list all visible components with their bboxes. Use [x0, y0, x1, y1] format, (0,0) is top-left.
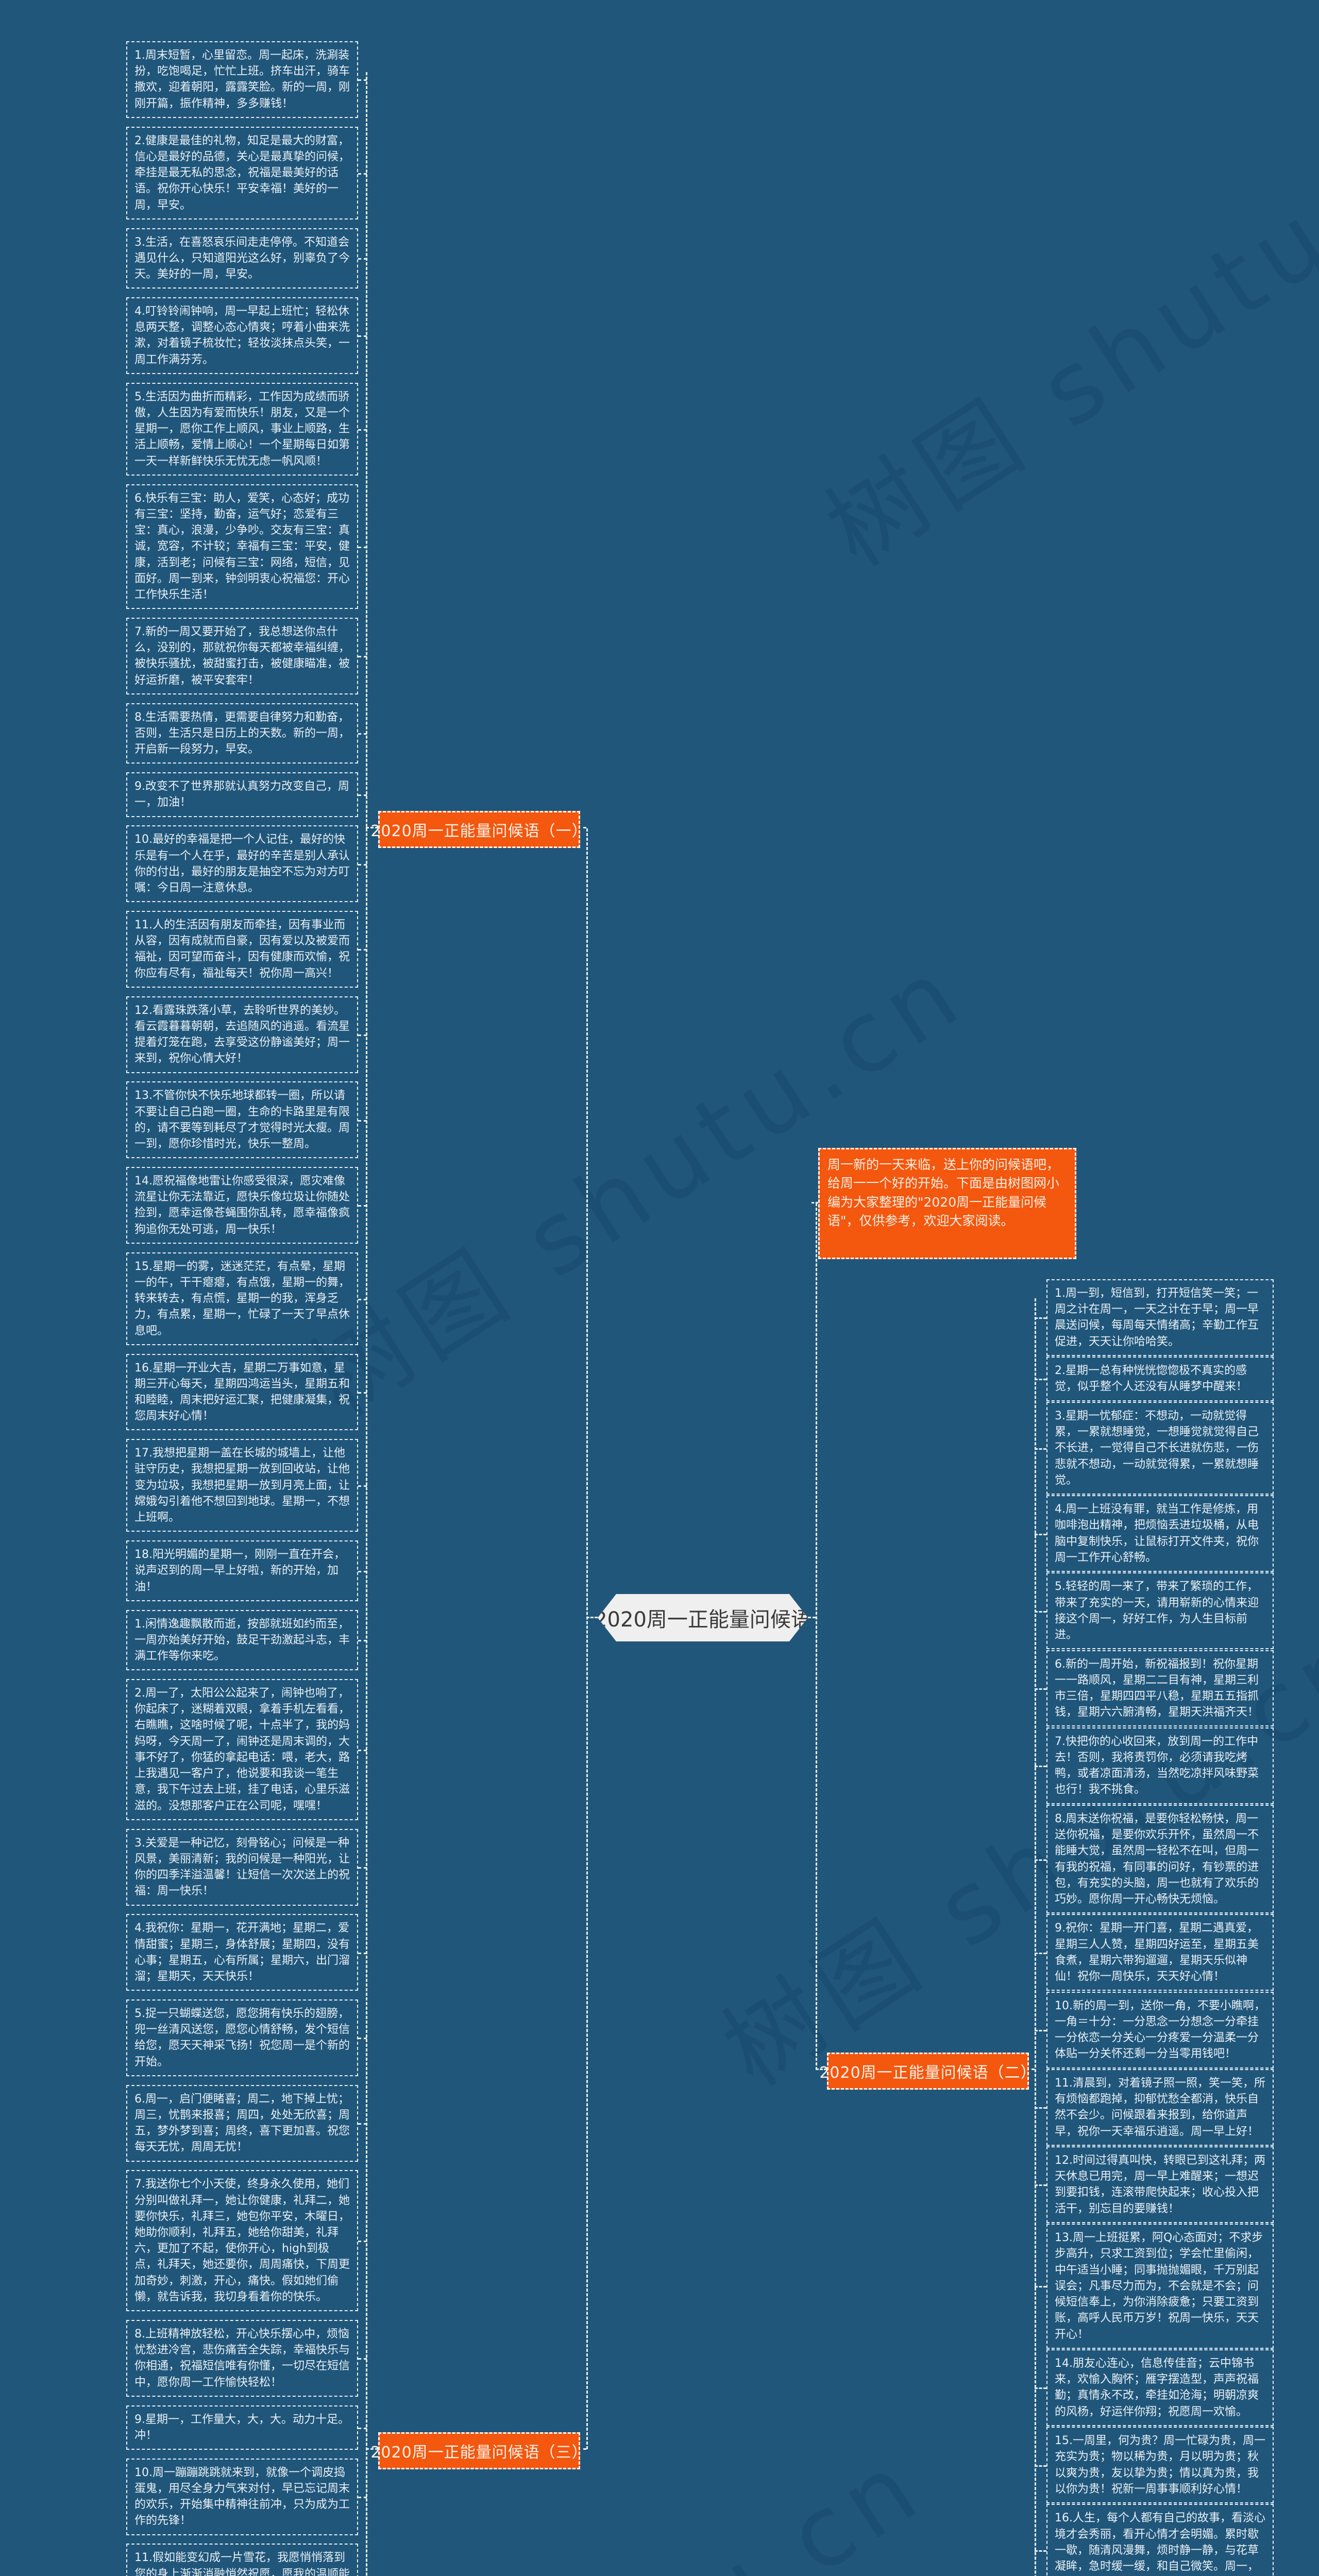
quote-box: 8.周末送你祝福，是要你轻松畅快，周一送你祝福，是要你欢乐开怀，虽然周一不能睡大… — [1035, 1804, 1274, 1914]
quote-box: 11.人的生活因有朋友而牵挂，因有事业而从容，因有成就而自豪，因有爱以及被爱而福… — [126, 910, 367, 988]
quote-box: 6.周一，启门便睹喜；周二，地下掉上忧；周三，忧鹊来报喜；周四，处处无欣喜；周五… — [126, 2084, 367, 2162]
connector-stub — [816, 2069, 827, 2070]
connector-spine-center — [816, 1203, 817, 2070]
section-two-header: 2020周一正能量问候语（二） — [819, 2053, 1036, 2090]
quote-box: 8.生活需要热情，更需要自律努力和勤奋，否则，生活只是日历上的天数。新的一周，开… — [126, 703, 367, 764]
quote-box: 11.假如能变幻成一片雪花，我愿悄悄落到您的身上渐渐消融悄然祝愿，愿我的温顺能化… — [126, 2544, 358, 2576]
connector-stub — [811, 1202, 818, 1204]
quote-box: 9.改变不了世界那就认真努力改变自己，周一，加油！ — [126, 772, 367, 817]
quote-box: 15.一周里，何为贵？周一忙碌为贵，周一充实为贵；物以稀为贵，月以明为贵；秋以爽… — [1035, 2427, 1274, 2504]
quote-box: 18.阳光明媚的星期一，刚刚一直在开会，说声迟到的周一早上好啦，新的开始，加油！ — [126, 1540, 367, 1601]
quote-box: 6.快乐有三宝：助人，爱笑，心态好；成功有三宝：坚持，勤奋，运气好；恋爱有三宝：… — [126, 484, 367, 609]
quote-box: 5.生活因为曲折而精彩，工作因为成绩而骄傲，人生因为有爱而快乐！朋友，又是一个星… — [126, 382, 367, 476]
connector-stub — [366, 2448, 378, 2450]
section-one-header: 2020周一正能量问候语（一） — [370, 811, 587, 848]
section-three-header: 2020周一正能量问候语（三） — [370, 2432, 587, 2469]
quote-box: 2.星期一总有种恍恍惚惚极不真实的感觉，似乎整个人还没有从睡梦中醒来！ — [1035, 1357, 1274, 1401]
quote-box: 3.关爱是一种记忆，刻骨铭心；问候是一种风景，美丽清新；我的问候是一种阳光，让你… — [126, 1828, 367, 1906]
quote-box: 14.愿祝福像地雷让你感受很深，愿灾难像流星让你无法靠近，愿快乐像垃圾让你随处捡… — [126, 1166, 367, 1244]
quote-box: 3.星期一忧郁症：不想动，一动就觉得累，一累就想睡觉，一想睡觉就觉得自己不长进，… — [1035, 1401, 1274, 1495]
intro-box: 周一新的一天来临，送上你的问候语吧，给周一一个好的开始。下面是由树图网小编为大家… — [818, 1148, 1076, 1259]
quote-box: 7.我送你七个小天使，终身永久使用，她们分别叫做礼拜一，她让你健康，礼拜二，她要… — [126, 2170, 367, 2312]
quote-box: 10.新的周一到，送你一角，不要小瞧啊，一角＝十分：一分思念一分想念一分牵挂一分… — [1035, 1991, 1274, 2069]
connector-stub — [366, 827, 378, 828]
quote-box: 4.叮铃铃闹钟响，周一早起上班忙；轻松休息两天整，调整心态心情爽；哼着小曲来洗漱… — [126, 297, 367, 374]
quote-box: 1.周末短暂，心里留恋。周一起床，洗涮装扮，吃饱喝足，忙忙上班。挤车出汗，骑车撒… — [126, 41, 367, 118]
quote-box: 6.新的一周开始，新祝福报到！祝你星期一一路顺风，星期二二目有神，星期三利市三倍… — [1035, 1650, 1274, 1727]
quote-box: 9.祝你：星期一开门喜，星期二遇真爱，星期三人人赞，星期四好运至，星期五美食煮，… — [1035, 1914, 1274, 1991]
quote-box: 12.看露珠跌落小草，去聆听世界的美妙。看云霞暮暮朝朝，去追随风的逍遥。看流星提… — [126, 996, 367, 1073]
quote-box: 2.周一了，太阳公公起来了，闹钟也响了，你起床了，迷糊着双眼，拿着手机左看看，右… — [126, 1679, 367, 1820]
connector-stub — [577, 2448, 586, 2450]
quote-box: 16.人生，每个人都有自己的故事，看淡心境才会秀丽，看开心情才会明媚。累时歇一歇… — [1035, 2504, 1274, 2576]
quote-box: 1.周一到，短信到，打开短信笑一笑；一周之计在周一，一天之计在于早；周一早晨送问… — [1035, 1279, 1274, 1356]
connector-spine-right — [1035, 1298, 1036, 2576]
quote-box: 16.星期一开业大吉，星期二万事如意，星期三开心每天，星期四鸿运当头，星期五和和… — [126, 1353, 367, 1431]
quote-box: 12.时间过得真叫快，转眼已到这礼拜；两天休息已用完，周一早上难醒来；一想迟到要… — [1035, 2146, 1274, 2223]
quote-box: 15.星期一的雾，迷迷茫茫，有点晕，星期一的午，干干瘪瘪，有点饿，星期一的舞，转… — [126, 1252, 367, 1345]
quote-box: 10.周一蹦蹦跳跳就来到，就像一个调皮捣蛋鬼，用尽全身力气来对付，早已忘记周末的… — [126, 2458, 367, 2535]
quote-box: 5.轻轻的周一来了，带来了繁琐的工作，带来了充实的一天，请用崭新的心情来迎接这个… — [1035, 1572, 1274, 1650]
quote-box: 5.捉一只蝴蝶送您，愿您拥有快乐的翅膀，兜一丝清风送您，愿您心情舒畅，发个短信给… — [126, 1999, 367, 2076]
quote-box: 13.周一上班挺累，阿Q心态面对；不求步步高升，只求工资到位；学会忙里偷闲，中午… — [1035, 2224, 1274, 2349]
watermark: 树图 shutu.cn — [807, 83, 1319, 588]
connector-stub — [586, 1617, 598, 1618]
connector-stub — [808, 1617, 816, 1618]
quote-box: 4.周一上班没有罪，就当工作是修炼，用咖啡泡出精神，把烦恼丢进垃圾桶，从电脑中复… — [1035, 1495, 1274, 1572]
quote-box: 1.闲情逸趣飘散而逝，按部就班如约而至，一周亦始美好开始，鼓足干劲激起斗志，丰满… — [126, 1609, 367, 1671]
connector-spine-left — [366, 72, 367, 2576]
connector-spine-mid — [586, 828, 588, 2449]
connector-stub — [577, 827, 586, 828]
left-column: 1.周末短暂，心里留恋。周一起床，洗涮装扮，吃饱喝足，忙忙上班。挤车出汗，骑车撒… — [126, 41, 367, 2576]
quote-box: 3.生活，在喜怒哀乐间走走停停。不知道会遇见什么，只知道阳光这么好，别辜负了今天… — [126, 228, 367, 289]
quote-box: 7.快把你的心收回来，放到周一的工作中去！否则，我将责罚你，必须请我吃烤鸭，或者… — [1035, 1727, 1274, 1804]
quote-box: 8.上班精神放轻松，开心快乐摆心中，烦恼忧愁进冷宫，悲伤痛苦全失踪，幸福快乐与你… — [126, 2319, 367, 2397]
quote-box: 17.我想把星期一盖在长城的城墙上，让他驻守历史，我想把星期一放到回收站，让他变… — [126, 1439, 367, 1532]
quote-box: 14.朋友心连心，信息传佳音；云中锦书来，欢愉入胸怀；雁字摆造型，声声祝福勤；真… — [1035, 2349, 1274, 2426]
connector-stub — [1026, 2069, 1035, 2070]
quote-box: 10.最好的幸福是把一个人记住，最好的快乐是有一个人在乎，最好的辛苦是别人承认你… — [126, 825, 367, 903]
quote-box: 9.星期一，工作量大，大，大。动力十足。冲！ — [126, 2405, 367, 2450]
page-title: 2020周一正能量问候语 — [598, 1594, 808, 1641]
quote-box: 7.新的一周又要开始了，我总想送你点什么，没别的，那就祝你每天都被幸福纠缠，被快… — [126, 617, 367, 694]
right-column: 1.周一到，短信到，打开短信笑一笑；一周之计在周一，一天之计在于早；周一早晨送问… — [1035, 1279, 1274, 2576]
quote-box: 2.健康是最佳的礼物，知足是最大的财富，信心是最好的品德，关心是最真挚的问候，牵… — [126, 126, 367, 219]
quote-box: 11.清晨到，对着镜子照一照，笑一笑，所有烦恼都跑掉，抑郁忧愁全都消，快乐自然不… — [1035, 2069, 1274, 2146]
quote-box: 4.我祝你：星期一，花开满地；星期二，爱情甜蜜；星期三，身体舒展；星期四，没有心… — [126, 1914, 367, 1991]
quote-box: 13.不管你快不快乐地球都转一圈，所以请不要让自己白跑一圈，生命的卡路里是有限的… — [126, 1081, 367, 1159]
